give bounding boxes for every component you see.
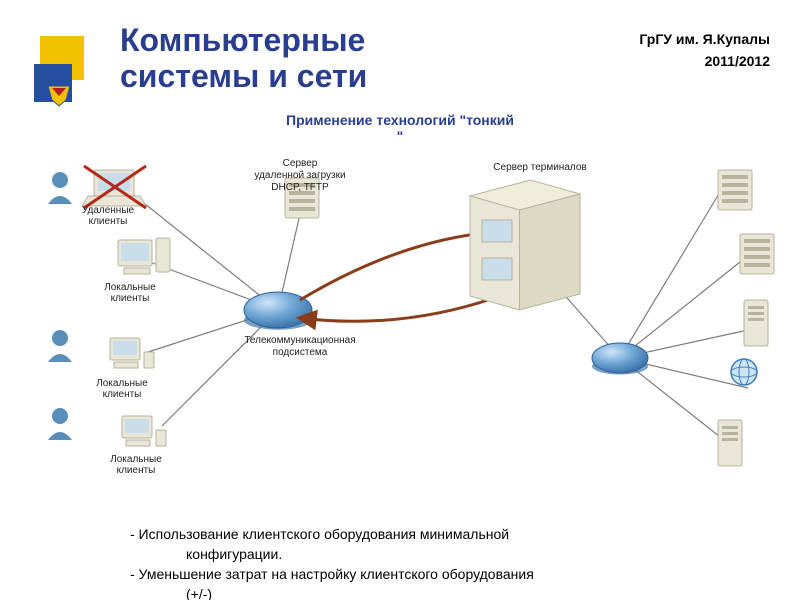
bullet-1b: конфигурации. bbox=[130, 545, 750, 563]
diagram-label: Телекоммуникационная bbox=[244, 335, 355, 346]
globe-icon bbox=[731, 359, 757, 385]
server-tower-icon bbox=[744, 300, 768, 346]
net-line bbox=[620, 192, 720, 358]
hub-sphere bbox=[592, 343, 648, 373]
pc-icon bbox=[118, 238, 170, 274]
network-diagram: УдаленныеклиентыЛокальныеклиентыЛокальны… bbox=[0, 0, 800, 520]
server-rack-icon bbox=[718, 170, 752, 210]
diagram-label: Локальные bbox=[96, 378, 148, 389]
terminal-server-icon bbox=[470, 180, 580, 310]
devices-group bbox=[48, 166, 774, 466]
net-line bbox=[620, 262, 740, 358]
user-icon bbox=[48, 330, 72, 362]
user-icon bbox=[48, 172, 72, 204]
diagram-label: клиенты bbox=[103, 389, 142, 400]
diagram-label: удаленной загрузки bbox=[254, 170, 345, 181]
laptop-icon bbox=[82, 166, 146, 208]
arrows-group bbox=[300, 232, 494, 321]
user-icon bbox=[48, 408, 72, 440]
bullet-2b: (+/-) bbox=[130, 585, 750, 600]
hubs-group bbox=[244, 292, 648, 375]
diagram-label: клиенты bbox=[111, 293, 150, 304]
diagram-label: клиенты bbox=[89, 216, 128, 227]
diagram-label: подсистема bbox=[273, 347, 328, 358]
diagram-label: Локальные bbox=[110, 454, 162, 465]
diagram-label: клиенты bbox=[117, 465, 156, 476]
bullet-2a: - Уменьшение затрат на настройку клиентс… bbox=[130, 565, 750, 583]
server-rack-icon bbox=[740, 234, 774, 274]
thin-client-icon bbox=[122, 416, 166, 446]
bullet-list: - Использование клиентского оборудования… bbox=[130, 525, 750, 600]
diagram-label: Сервер терминалов bbox=[493, 162, 586, 173]
diagram-label: Локальные bbox=[104, 282, 156, 293]
diagram-label: Сервер bbox=[283, 158, 318, 169]
bullet-1a: - Использование клиентского оборудования… bbox=[130, 525, 750, 543]
diagram-label: DHCP, TFTP bbox=[271, 182, 329, 193]
thin-client-icon bbox=[110, 338, 154, 368]
diagram-label: Удаленные bbox=[82, 205, 135, 216]
flow-arrow bbox=[300, 298, 494, 321]
slide-stage: Компьютерные системы и сети ГрГУ им. Я.К… bbox=[0, 0, 800, 600]
thin-lines-group bbox=[130, 192, 748, 440]
flow-arrow bbox=[300, 232, 494, 300]
server-tower-icon bbox=[718, 420, 742, 466]
